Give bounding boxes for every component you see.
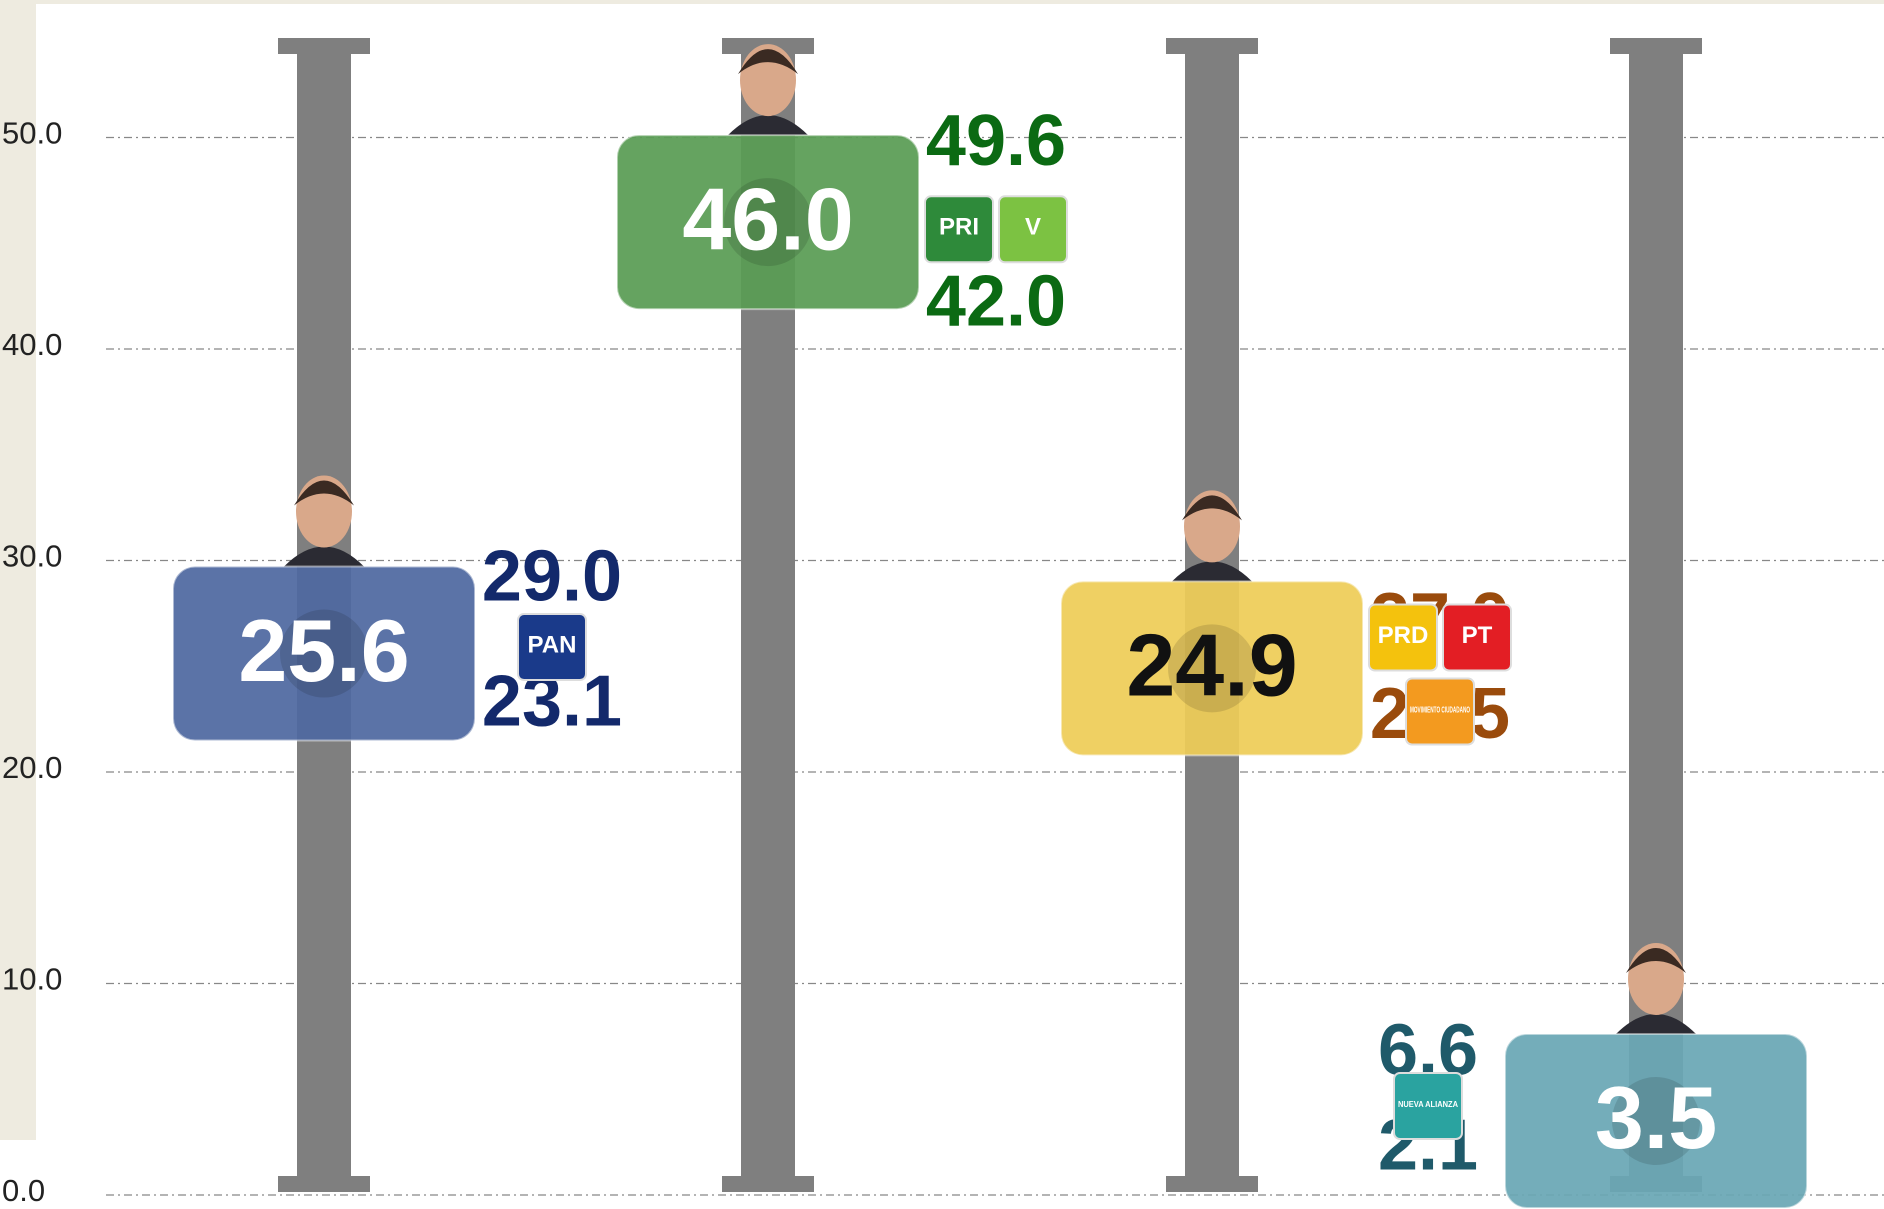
y-tick-label: 10.0 bbox=[2, 962, 62, 997]
high-label: 29.0 bbox=[482, 537, 622, 617]
logo-text: PT bbox=[1462, 622, 1493, 649]
pillar-foot bbox=[1166, 1176, 1258, 1192]
logo-text: MOVIMIENTO CIUDADANO bbox=[1410, 706, 1470, 715]
logo-text: V bbox=[1025, 214, 1041, 241]
party-logo: MOVIMIENTO CIUDADANO bbox=[1405, 677, 1475, 746]
pillar-foot bbox=[722, 1176, 814, 1192]
y-tick-label: 40.0 bbox=[2, 327, 62, 362]
estimate-label: 25.6 bbox=[238, 601, 409, 700]
logo-tile bbox=[517, 613, 587, 682]
top-strip bbox=[0, 0, 1884, 4]
logo-text: NUEVA ALIANZA bbox=[1398, 1100, 1458, 1109]
photo-shoulders bbox=[728, 115, 808, 136]
pillar-foot bbox=[278, 1176, 370, 1192]
high-label: 49.6 bbox=[926, 101, 1066, 181]
estimate-label: 46.0 bbox=[682, 169, 853, 268]
logo-tile bbox=[924, 195, 994, 264]
logo-tile bbox=[1368, 603, 1438, 672]
pillar-cap bbox=[278, 38, 370, 54]
estimate-box bbox=[172, 565, 476, 742]
estimate-box bbox=[616, 134, 920, 311]
candidate-photo bbox=[1172, 490, 1252, 582]
box-center-dot bbox=[1168, 624, 1256, 713]
party-logo: PT bbox=[1442, 603, 1512, 672]
photo-hair bbox=[738, 49, 798, 75]
party-logo: NUEVA ALIANZA bbox=[1393, 1071, 1463, 1140]
photo-hair bbox=[294, 480, 354, 506]
estimate-box bbox=[1060, 580, 1364, 757]
logo-tile bbox=[998, 195, 1068, 264]
photo-shoulders bbox=[284, 546, 364, 567]
y-tick-label: 30.0 bbox=[2, 539, 62, 574]
y-tick-label: 50.0 bbox=[2, 116, 62, 151]
box-center-dot bbox=[280, 609, 368, 698]
candidate-photo bbox=[728, 44, 808, 136]
party-logo: PRD bbox=[1368, 603, 1438, 672]
photo-shoulders bbox=[1616, 1013, 1696, 1034]
photo-hair bbox=[1182, 495, 1242, 521]
low-label: 42.0 bbox=[926, 262, 1066, 342]
party-logo: PRI bbox=[924, 195, 994, 264]
box-center-dot bbox=[724, 178, 812, 267]
side-strip bbox=[0, 0, 36, 1140]
y-tick-label: 0.0 bbox=[2, 1173, 45, 1208]
photo-shoulders bbox=[1172, 561, 1252, 582]
party-logo: PAN bbox=[517, 613, 587, 682]
estimate-label: 24.9 bbox=[1126, 616, 1297, 715]
estimate-box bbox=[1504, 1032, 1808, 1209]
pillar-cap bbox=[1166, 38, 1258, 54]
logo-tile bbox=[1393, 1071, 1463, 1140]
logo-tile bbox=[1442, 603, 1512, 672]
logo-text: PRD bbox=[1378, 622, 1429, 649]
logo-tile bbox=[1405, 677, 1475, 746]
pillar-cap bbox=[1610, 38, 1702, 54]
y-tick-label: 20.0 bbox=[2, 750, 62, 785]
candidate-photo bbox=[284, 475, 364, 567]
party-logo: V bbox=[998, 195, 1068, 264]
candidate-photo bbox=[1616, 942, 1696, 1034]
photo-hair bbox=[1626, 947, 1686, 973]
logo-text: PRI bbox=[939, 214, 979, 241]
box-center-dot bbox=[1612, 1076, 1700, 1165]
logo-text: PAN bbox=[528, 631, 577, 658]
estimate-label: 3.5 bbox=[1595, 1068, 1717, 1167]
